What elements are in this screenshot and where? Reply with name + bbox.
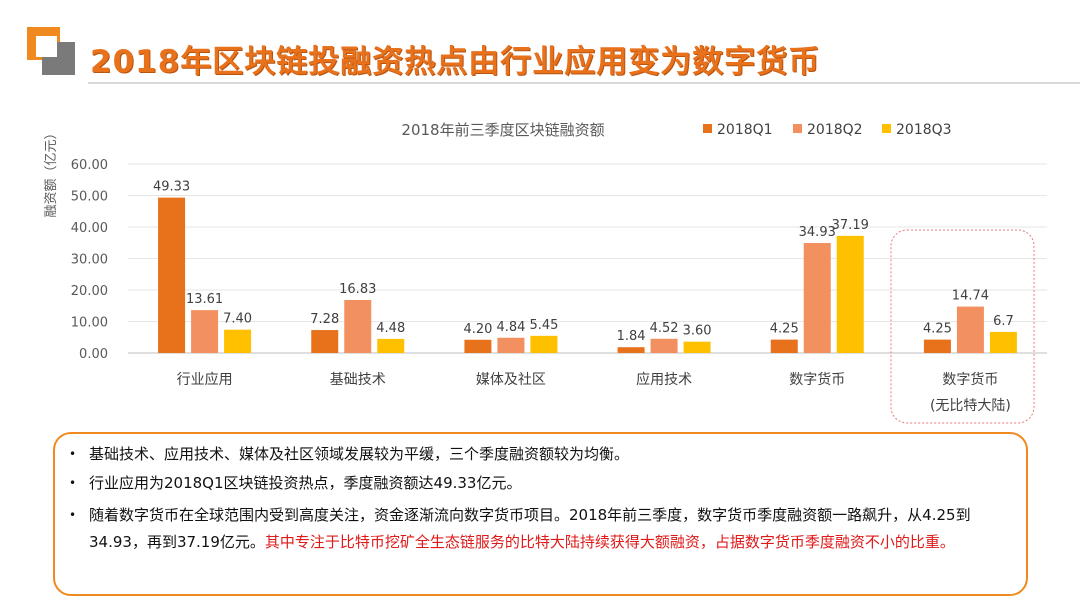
- y-axis-title: 融资额（亿元）: [44, 126, 59, 217]
- bar: [344, 299, 372, 353]
- x-tick-label: 应用技术: [636, 371, 692, 388]
- note-bullet-2: • 行业应用为2018Q1区块链投资热点，季度融资额达49.33亿元。: [69, 470, 1010, 497]
- x-axis: 行业应用 基础技术 媒体及社区 应用技术 数字货币 数字货币 (无比特大陆): [177, 371, 1011, 414]
- bar: [770, 339, 798, 353]
- note-text-2: 行业应用为2018Q1区块链投资热点，季度融资额达49.33亿元。: [89, 474, 522, 492]
- x-tick-label: 基础技术: [330, 371, 386, 388]
- bar: [191, 310, 219, 353]
- highlight-box: [890, 229, 1035, 424]
- x-tick-label: 行业应用: [177, 371, 233, 388]
- title-divider: [88, 82, 1080, 84]
- x-tick-label: 媒体及社区: [476, 372, 546, 388]
- bar: [923, 339, 951, 353]
- y-tick-label: 20.00: [71, 284, 108, 299]
- data-label: 7.28: [310, 312, 339, 327]
- bullet-dot-icon: •: [69, 447, 77, 461]
- data-label: 4.84: [496, 320, 525, 335]
- note-text-3: 随着数字货币在全球范围内受到高度关注，资金逐渐流向数字货币项目。2018年前三季…: [89, 506, 971, 551]
- data-label: 49.33: [153, 180, 190, 195]
- y-tick-label: 50.00: [71, 190, 108, 205]
- logo-square-white: [36, 36, 57, 57]
- bar: [377, 338, 405, 353]
- data-label: 4.25: [770, 322, 799, 337]
- page-title: 2018年区块链投融资热点由行业应用变为数字货币: [90, 44, 821, 80]
- note-bullet-1: • 基础技术、应用技术、媒体及社区领域发展较为平缓，三个季度融资额较为均衡。: [69, 441, 1010, 468]
- data-label: 4.48: [376, 321, 405, 336]
- legend-swatch: [703, 124, 712, 133]
- y-axis: 0.00 10.00 20.00 30.00 40.00 50.00 60.00: [71, 158, 108, 362]
- bar: [683, 341, 711, 353]
- gridlines: [128, 163, 1047, 354]
- bar: [311, 330, 339, 353]
- data-label: 4.20: [463, 322, 492, 337]
- legend-label: 2018Q1: [717, 122, 773, 138]
- legend: 2018Q1 2018Q2 2018Q3: [703, 122, 952, 138]
- data-label: 34.93: [799, 225, 836, 240]
- data-label: 3.60: [683, 324, 712, 339]
- chart-title: 2018年前三季度区块链融资额: [401, 121, 604, 139]
- bar: [836, 235, 864, 353]
- bars: [158, 197, 1017, 353]
- data-label: 1.84: [617, 329, 646, 344]
- legend-swatch: [793, 124, 802, 133]
- note-bullet-3: • 随着数字货币在全球范围内受到高度关注，资金逐渐流向数字货币项目。2018年前…: [69, 502, 1010, 556]
- bar: [224, 329, 252, 353]
- bar: [617, 347, 645, 353]
- data-label: 4.52: [650, 321, 679, 336]
- bullet-dot-icon: •: [69, 508, 77, 522]
- y-tick-label: 30.00: [71, 253, 108, 268]
- note-text-1: 基础技术、应用技术、媒体及社区领域发展较为平缓，三个季度融资额较为均衡。: [89, 445, 630, 463]
- data-label: 13.61: [186, 292, 223, 307]
- bar: [956, 306, 984, 353]
- legend-label: 2018Q3: [896, 122, 952, 138]
- bar: [803, 242, 831, 353]
- data-label: 5.45: [529, 318, 558, 333]
- bullet-dot-icon: •: [69, 476, 77, 490]
- bar: [464, 339, 492, 353]
- data-label: 6.7: [993, 314, 1014, 329]
- y-tick-label: 0.00: [79, 347, 108, 362]
- y-tick-label: 10.00: [71, 316, 108, 331]
- bar: [530, 335, 558, 353]
- y-tick-label: 60.00: [71, 158, 108, 173]
- note-text-3-highlight: 其中专注于比特币挖矿全生态链服务的比特大陆持续获得大额融资，占据数字货币季度融资…: [264, 533, 955, 551]
- bar: [650, 338, 678, 353]
- legend-swatch: [882, 124, 891, 133]
- y-tick-label: 40.00: [71, 221, 108, 236]
- x-tick-sublabel: (无比特大陆): [930, 398, 1011, 414]
- x-tick-label: 数字货币: [942, 371, 998, 388]
- data-label: 4.25: [923, 322, 952, 337]
- legend-label: 2018Q2: [807, 122, 863, 138]
- bar: [989, 331, 1017, 353]
- data-label: 14.74: [952, 289, 989, 304]
- bar: [158, 197, 186, 353]
- data-label: 16.83: [339, 282, 376, 297]
- bar: [497, 337, 525, 353]
- bar-chart: 2018年前三季度区块链融资额 0.00 10.00 20.00 30.00 40.00…: [44, 121, 1047, 424]
- x-tick-label: 数字货币: [789, 371, 845, 388]
- notes-box: • 基础技术、应用技术、媒体及社区领域发展较为平缓，三个季度融资额较为均衡。 •…: [53, 432, 1028, 596]
- data-label: 7.40: [223, 312, 252, 327]
- data-label: 37.19: [832, 218, 869, 233]
